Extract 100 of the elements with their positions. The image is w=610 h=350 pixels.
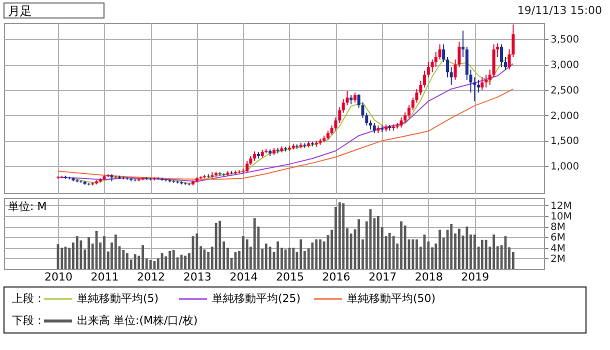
candlestick [488, 69, 492, 86]
candlestick [484, 74, 488, 88]
bar [114, 234, 117, 269]
bar [122, 250, 125, 269]
candlestick [114, 175, 118, 179]
candlestick [206, 174, 210, 178]
legend-label: 出来高 単位:(M株/口/枚) [77, 314, 198, 327]
candlestick [60, 175, 64, 179]
candlestick [368, 120, 372, 130]
candlestick [354, 92, 356, 104]
candlestick [372, 122, 376, 134]
candlestick [419, 80, 422, 96]
line-series [58, 88, 514, 180]
y-tick-label: 8M [550, 222, 566, 234]
y-tick-label: 2,000 [550, 110, 580, 122]
candlestick [346, 90, 349, 106]
x-tick-label: 2014 [230, 270, 258, 284]
candlestick [450, 66, 453, 86]
y-tick-label: 3,500 [550, 34, 580, 46]
bar [184, 256, 186, 269]
bar [292, 248, 295, 269]
candlestick [365, 112, 368, 126]
candlestick [338, 106, 342, 124]
x-tick-label: 2013 [183, 270, 212, 284]
candlestick [408, 104, 410, 118]
text: 19/11/13 15:00 [517, 4, 602, 17]
y-tick-label: 1,500 [550, 136, 580, 148]
bar [80, 240, 82, 269]
candlestick [426, 62, 430, 78]
bar [400, 221, 402, 269]
y-tick-label: 10M [550, 212, 572, 223]
bar [134, 254, 136, 269]
bar [246, 239, 248, 269]
candlestick [462, 30, 464, 58]
candlestick [442, 44, 446, 63]
bar [466, 226, 468, 269]
candlestick [480, 76, 484, 90]
candlestick [253, 150, 256, 162]
y-tick-label: 12M [550, 200, 572, 212]
bar [358, 219, 360, 269]
bar [300, 239, 302, 269]
candlestick [446, 56, 450, 78]
bar [484, 240, 488, 269]
x-tick-label: 2012 [137, 270, 166, 284]
y-tick-label: 3,000 [550, 60, 580, 72]
candlestick [334, 116, 338, 132]
bar [376, 216, 380, 269]
text: 上段： [12, 292, 45, 305]
x-tick-label: 2016 [322, 270, 350, 284]
candlestick [504, 56, 507, 70]
bar [203, 249, 206, 269]
bar [242, 236, 244, 269]
candlestick [438, 44, 442, 60]
annotation: 単位: M [8, 200, 47, 213]
bar [142, 245, 144, 269]
bar [168, 250, 172, 269]
legend-label: 単純移動平均(25) [212, 292, 301, 305]
bar [126, 253, 128, 269]
bar [319, 239, 322, 269]
x-tick-label: 2017 [368, 270, 397, 284]
bar [473, 234, 476, 269]
candlestick [473, 76, 476, 102]
bar [253, 218, 256, 269]
x-tick-label: 2010 [44, 270, 72, 284]
legend-label: 単純移動平均(5) [77, 292, 159, 305]
candlestick [400, 116, 403, 128]
bar [438, 230, 442, 269]
candlestick [326, 130, 330, 140]
bar [404, 226, 406, 269]
x-tick-label: 2011 [90, 270, 119, 284]
candlestick [222, 172, 226, 177]
bar [196, 234, 198, 269]
candlestick [477, 79, 480, 94]
bar [315, 239, 318, 269]
bar [172, 250, 175, 269]
bar [76, 236, 78, 269]
bar [492, 234, 496, 269]
bar [264, 244, 268, 269]
bar [268, 246, 272, 269]
text: 月足 [8, 4, 32, 18]
bar [338, 202, 341, 269]
bar [214, 222, 218, 269]
candlestick [404, 112, 407, 124]
bar [88, 237, 90, 269]
candlestick [500, 44, 504, 68]
bar [60, 248, 64, 269]
candlestick [434, 51, 438, 68]
y-tick-label: 6M [550, 232, 566, 244]
x-tick-label: 2018 [414, 270, 443, 284]
bar [480, 240, 484, 269]
candlestick [350, 94, 353, 105]
y-tick-label: 2M [550, 254, 566, 265]
candlestick [342, 98, 345, 114]
bar [103, 236, 106, 269]
y-tick-label: 1,000 [550, 162, 580, 173]
y-tick-label: 4M [550, 243, 566, 254]
bar [412, 239, 414, 269]
bar [416, 239, 418, 269]
text: 下段： [12, 314, 45, 327]
bar [388, 232, 391, 269]
